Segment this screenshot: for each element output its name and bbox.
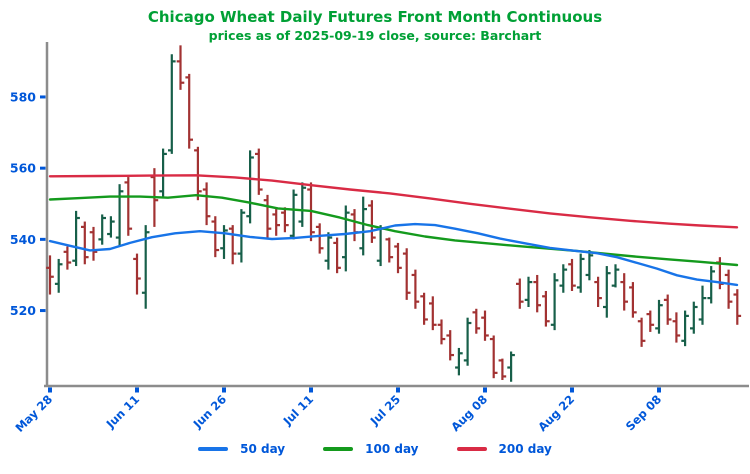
x-tick-label: Sep 08 (623, 392, 664, 433)
chart-legend: 50 day 100 day 200 day (0, 442, 750, 456)
y-tick-label: 580 (10, 89, 36, 104)
ma50-line-swatch (198, 447, 229, 451)
legend-item-200-day: 200 day (456, 442, 552, 456)
legend-label-100-day: 100 day (365, 442, 419, 456)
x-tick-label: May 28 (12, 392, 55, 435)
y-tick-label: 520 (10, 303, 36, 318)
x-tick-label: Jun 11 (103, 392, 142, 431)
ma200-line-swatch (456, 447, 487, 451)
ma-100-line (48, 193, 739, 267)
x-tick-label: Jul 11 (280, 392, 316, 428)
ma-200-line (48, 174, 739, 229)
chart-title: Chicago Wheat Daily Futures Front Month … (147, 8, 603, 26)
x-tick-label: Aug 22 (535, 392, 577, 434)
legend-label-200-day: 200 day (498, 442, 552, 456)
ma100-line-swatch (323, 447, 354, 451)
x-tick-label: Aug 08 (448, 392, 490, 434)
x-tick-label: Jun 26 (190, 392, 229, 431)
legend-label-50-day: 50 day (240, 442, 286, 456)
x-tick-label: Jul 25 (367, 392, 403, 428)
y-tick-label: 560 (10, 161, 36, 176)
legend-item-50-day: 50 day (198, 442, 285, 456)
chart-subtitle: prices as of 2025-09-19 close, source: B… (208, 28, 542, 43)
y-tick-label: 540 (10, 232, 36, 247)
ma-50-line (48, 222, 739, 287)
legend-item-100-day: 100 day (323, 442, 419, 456)
